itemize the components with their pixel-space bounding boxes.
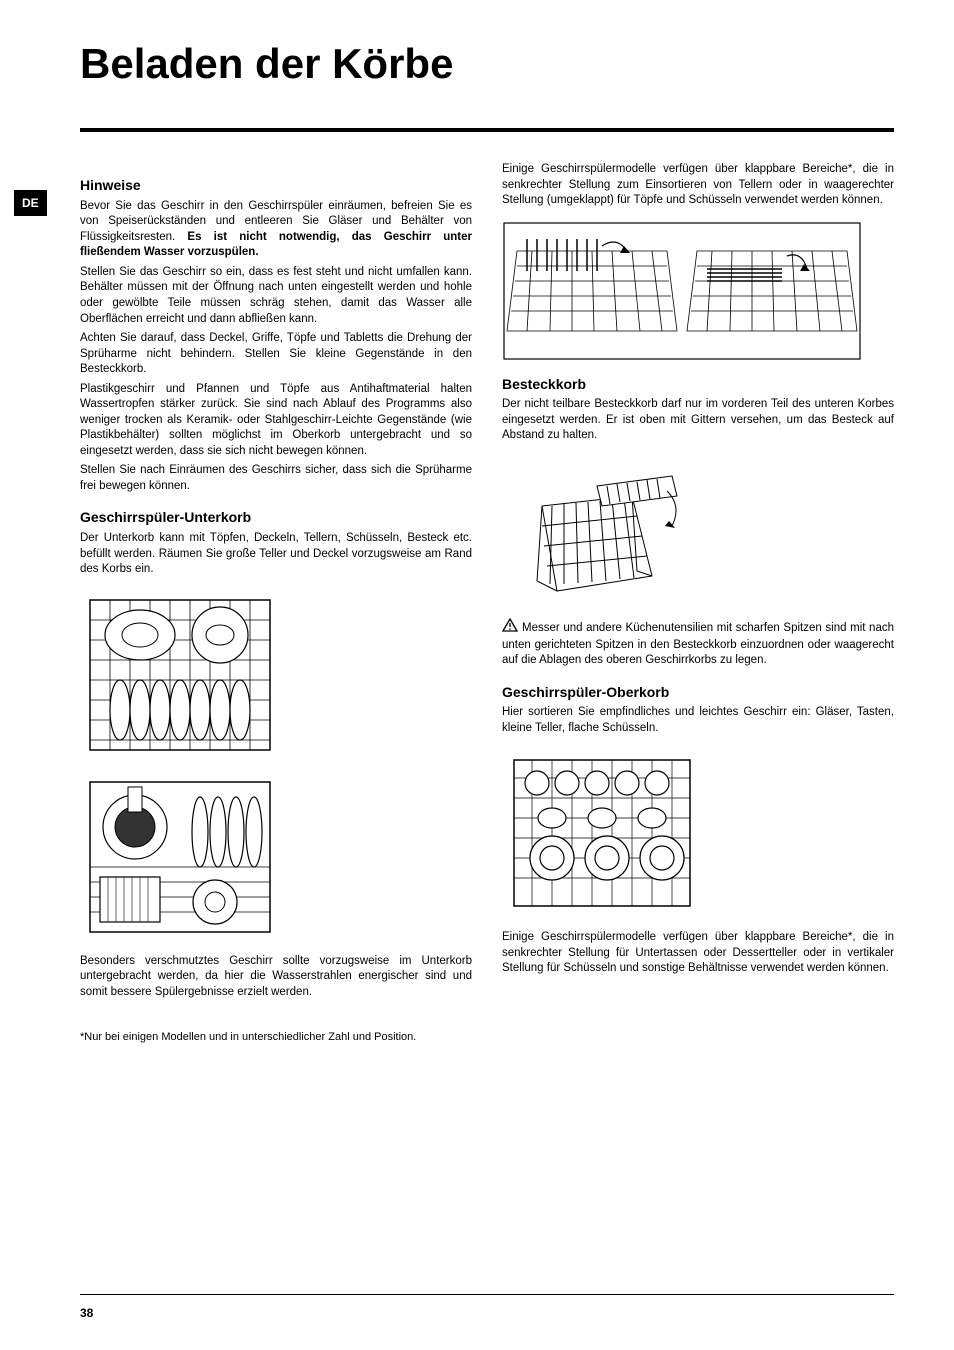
figure-unterkorb-1 (80, 590, 472, 760)
figure-oberkorb (502, 748, 894, 918)
para-knives-text: Messer und andere Küchenutensilien mit s… (502, 622, 894, 666)
para-spray-arms: Stellen Sie nach Einräumen des Geschirrs… (80, 463, 472, 494)
heading-hinweise: Hinweise (80, 176, 472, 195)
figure-foldable-sections (502, 221, 894, 361)
heading-unterkorb: Geschirrspüler-Unterkorb (80, 508, 472, 527)
para-knives-warning: Messer und andere Küchenutensilien mit s… (502, 618, 894, 669)
language-tab: DE (14, 190, 47, 216)
para-position: Stellen Sie das Geschirr so ein, dass es… (80, 265, 472, 327)
para-foldable-2: Einige Geschirrspülermodelle verfügen üb… (502, 930, 894, 977)
footnote: *Nur bei einigen Modellen und in untersc… (80, 1030, 472, 1045)
heading-besteckkorb: Besteckkorb (502, 375, 894, 394)
warning-icon (502, 618, 518, 638)
title-rule (80, 128, 894, 132)
para-besteckkorb-desc: Der nicht teilbare Besteckkorb darf nur … (502, 397, 894, 444)
page-number: 38 (80, 1306, 93, 1320)
footer-rule (80, 1294, 894, 1295)
para-plastic: Plastikgeschirr und Pfannen und Töpfe au… (80, 382, 472, 460)
para-oberkorb-desc: Hier sortieren Sie empfindliches und lei… (502, 705, 894, 736)
figure-besteckkorb (502, 456, 894, 606)
para-unterkorb-desc: Der Unterkorb kann mit Töpfen, Deckeln, … (80, 531, 472, 578)
heading-oberkorb: Geschirrspüler-Oberkorb (502, 683, 894, 702)
para-soiled: Besonders verschmutztes Geschirr sollte … (80, 954, 472, 1001)
left-column: Hinweise Bevor Sie das Geschirr in den G… (80, 162, 472, 1049)
page-title: Beladen der Körbe (80, 40, 894, 88)
para-lids: Achten Sie darauf, dass Deckel, Griffe, … (80, 331, 472, 378)
figure-unterkorb-2 (80, 772, 472, 942)
content-columns: Hinweise Bevor Sie das Geschirr in den G… (80, 162, 894, 1049)
para-foldable-1: Einige Geschirrspülermodelle verfügen üb… (502, 162, 894, 209)
right-column: Einige Geschirrspülermodelle verfügen üb… (502, 162, 894, 1049)
para-intro: Bevor Sie das Geschirr in den Geschirrsp… (80, 199, 472, 261)
